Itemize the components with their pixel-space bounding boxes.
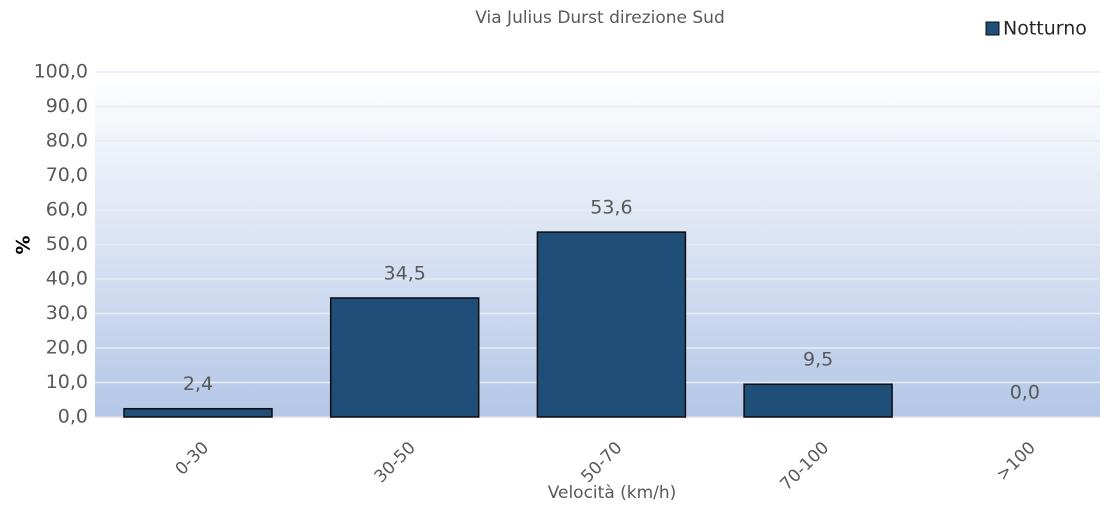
bar (329, 297, 480, 418)
y-tick-label: 100,0 (34, 61, 88, 83)
data-label: 53,6 (590, 197, 632, 219)
y-tick-label: 40,0 (46, 268, 88, 290)
y-tick-label: 20,0 (46, 337, 88, 359)
x-tick-label: 0-30 (172, 438, 213, 479)
data-label: 0,0 (1010, 382, 1040, 404)
bar (123, 407, 273, 418)
data-label: 34,5 (384, 262, 426, 284)
y-tick-label: 10,0 (46, 371, 88, 393)
y-tick-label: 70,0 (46, 164, 88, 186)
bar (536, 231, 687, 418)
x-tick-label: 30-50 (371, 438, 420, 487)
y-tick-label: 60,0 (46, 199, 88, 221)
chart-title: Via Julius Durst direzione Sud (475, 8, 724, 28)
x-tick-label: 70-100 (776, 438, 833, 495)
x-tick-label: 50-70 (577, 438, 626, 487)
data-label: 2,4 (183, 373, 213, 395)
legend-swatch (985, 21, 1000, 36)
y-tick-label: 0,0 (58, 406, 88, 428)
y-tick-label: 90,0 (46, 95, 88, 117)
y-tick-label: 30,0 (46, 302, 88, 324)
y-tick-label: 50,0 (46, 233, 88, 255)
data-label: 9,5 (803, 349, 833, 371)
x-axis-label: Velocità (km/h) (548, 483, 677, 503)
y-tick-label: 80,0 (46, 130, 88, 152)
x-tick-label: >100 (993, 438, 1040, 485)
y-axis-label: % (13, 235, 35, 254)
bar (743, 383, 893, 418)
legend-label: Notturno (1003, 18, 1087, 40)
